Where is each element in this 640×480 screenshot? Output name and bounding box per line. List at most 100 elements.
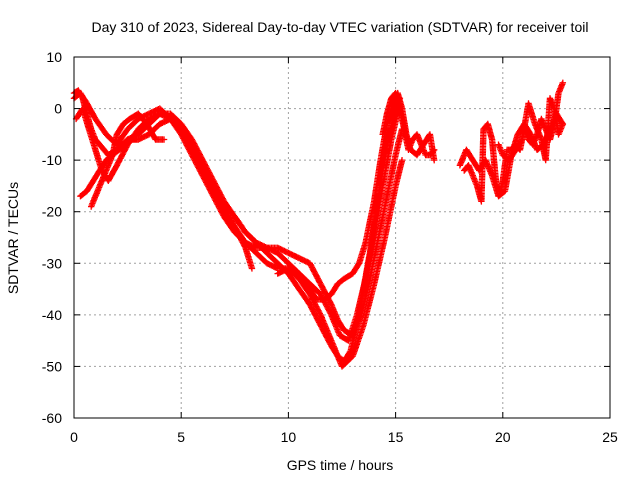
data-point-run	[482, 156, 495, 178]
data-point-run	[210, 182, 227, 209]
x-tick-label: 0	[70, 429, 78, 445]
data-point-run	[92, 115, 109, 137]
data-point-run	[199, 162, 216, 188]
data-point-run	[113, 142, 131, 169]
data-point-run	[392, 158, 405, 190]
data-point-run	[231, 224, 248, 250]
data-point-run	[285, 270, 302, 291]
x-tick-label: 10	[281, 429, 297, 445]
data-point	[248, 265, 256, 272]
x-axis-label: GPS time / hours	[287, 457, 394, 473]
data-point-run	[506, 147, 519, 164]
data-point-run	[124, 116, 141, 133]
data-point-run	[231, 213, 248, 235]
data-point-run	[328, 301, 341, 322]
y-tick-label: -40	[42, 307, 62, 323]
data-point-run	[360, 282, 377, 329]
data-point-run	[295, 270, 313, 291]
data-point-run	[135, 110, 150, 127]
data-point-run	[349, 261, 362, 277]
x-tick-label: 5	[177, 429, 185, 445]
data-point-run	[340, 271, 355, 282]
y-tick-label: -20	[42, 204, 62, 220]
series-track-e	[88, 110, 168, 210]
data-point-run	[253, 249, 270, 266]
data-point-run	[527, 131, 540, 152]
data-point-run	[334, 316, 347, 333]
data-point-run	[463, 146, 476, 163]
data-point	[559, 79, 567, 86]
data-point-run	[338, 353, 355, 370]
data-point-run	[321, 291, 334, 303]
data-point-run	[317, 311, 334, 343]
series-track-g	[274, 89, 438, 303]
data-point-run	[426, 147, 437, 159]
data-point-run	[371, 158, 384, 205]
data-point-run	[85, 126, 99, 152]
data-point-run	[531, 120, 544, 142]
y-tick-label: 0	[54, 101, 62, 117]
data-point-run	[103, 153, 116, 174]
data-point-run	[115, 142, 128, 153]
data-point-run	[328, 311, 343, 338]
data-point-run	[379, 137, 395, 190]
data-point-run	[306, 280, 323, 297]
data-point-run	[83, 178, 96, 195]
data-point-run	[79, 105, 92, 131]
data-point-run	[353, 277, 369, 319]
data-point-run	[167, 115, 184, 132]
y-tick-label: -50	[42, 358, 62, 374]
data-point	[398, 156, 406, 164]
data-point-run	[306, 301, 323, 327]
data-point-run	[392, 89, 403, 111]
y-tick-label: 10	[46, 49, 62, 65]
data-point-run	[542, 96, 554, 164]
data-point-run	[405, 137, 416, 153]
data-point-run	[349, 313, 364, 339]
data-point-run	[371, 235, 388, 288]
axis-ticks: 0 5 10 15 20 25 -60 -50 -40 -30 -20 -10 0 10	[42, 49, 618, 445]
data-point-run	[356, 240, 369, 267]
data-point-run	[495, 188, 508, 200]
series-track-k	[495, 95, 567, 164]
data-point-run	[220, 203, 238, 229]
y-axis-label: SDTVAR / TECUs	[5, 182, 21, 294]
data-point-run	[199, 172, 216, 199]
data-point-run	[512, 137, 525, 153]
data-point-run	[525, 100, 538, 126]
data-point-run	[188, 141, 206, 168]
data-point-run	[366, 235, 382, 282]
data-point-run	[90, 168, 103, 184]
x-tick-label: 20	[495, 429, 511, 445]
data-point-run	[83, 100, 98, 121]
data-point-run	[122, 137, 134, 148]
data-point-run	[328, 282, 341, 298]
data-point-run	[178, 120, 195, 142]
data-point-run	[96, 158, 109, 174]
data-point-run	[105, 163, 120, 184]
data-point-run	[295, 275, 313, 297]
data-point-run	[113, 122, 126, 138]
data-point-run	[295, 285, 313, 307]
data-point	[160, 136, 168, 143]
data-point-run	[546, 95, 557, 111]
data-point-run	[362, 230, 378, 282]
data-point-run	[178, 131, 195, 157]
x-tick-label: 25	[602, 429, 618, 445]
data-point-run	[306, 285, 319, 302]
data-point-run	[328, 337, 345, 369]
data-point-run	[295, 254, 312, 266]
data-point-run	[77, 89, 90, 106]
data-point-run	[383, 153, 399, 200]
data-point-run	[349, 323, 367, 360]
data-point-run	[242, 229, 259, 245]
data-point-run	[210, 193, 227, 219]
data-point-run	[77, 188, 89, 200]
plot-frame	[73, 56, 611, 419]
data-point-run	[375, 194, 390, 241]
data-point-run	[306, 291, 323, 317]
data-point-run	[120, 116, 132, 128]
data-point-run	[488, 172, 502, 198]
data-point-run	[188, 151, 206, 178]
